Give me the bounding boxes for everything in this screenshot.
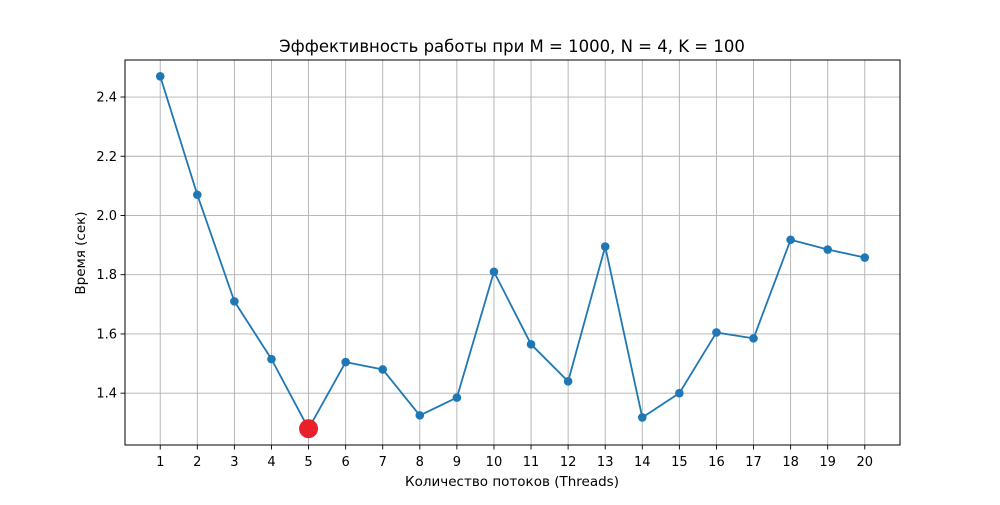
x-tick-label: 11 <box>523 455 540 470</box>
x-tick-label: 16 <box>708 455 725 470</box>
y-tick-label: 2.4 <box>96 91 117 106</box>
y-axis-label: Время (сек) <box>73 211 89 294</box>
chart-title: Эффективность работы при M = 1000, N = 4… <box>279 37 745 56</box>
data-point <box>860 253 870 262</box>
data-point <box>489 267 499 277</box>
data-point <box>675 388 684 398</box>
y-tick-label: 1.6 <box>96 327 117 342</box>
grid <box>125 60 900 445</box>
x-tick-label: 3 <box>230 455 238 470</box>
data-point <box>637 413 647 422</box>
y-tick-label: 2.2 <box>96 150 117 165</box>
data-point <box>749 334 758 343</box>
data-point <box>378 365 388 374</box>
data-point <box>786 235 795 245</box>
y-tick-label: 1.8 <box>96 268 117 283</box>
x-tick-label: 19 <box>819 455 836 470</box>
y-tick-label: 1.4 <box>96 387 117 402</box>
y-tick-label: 2.0 <box>96 209 117 224</box>
x-tick-label: 17 <box>745 455 762 470</box>
highlight-point <box>299 419 319 439</box>
x-tick-label: 5 <box>304 455 312 470</box>
x-tick-label: 7 <box>379 455 387 470</box>
axis-ticks: 1 2 3 4 5 6 7 8 9 10 11 12 13 14 15 16 17 18 19 201.41.61.8… <box>96 91 873 470</box>
x-tick-label: 6 <box>341 455 349 470</box>
data-point <box>452 393 462 402</box>
data-point <box>712 328 721 337</box>
data-point <box>230 297 239 306</box>
data-point <box>155 71 165 81</box>
data-point <box>526 340 536 349</box>
x-tick-label: 10 <box>486 455 503 470</box>
x-tick-label: 20 <box>856 455 873 470</box>
x-tick-label: 15 <box>671 455 688 470</box>
x-axis-label: Количество потоков (Threads) <box>405 474 619 490</box>
data-point <box>341 357 350 367</box>
data-point <box>600 242 610 251</box>
data-point <box>823 245 832 254</box>
data-point <box>415 411 425 420</box>
x-tick-label: 8 <box>416 455 424 470</box>
data-point <box>563 377 573 386</box>
x-tick-label: 12 <box>560 455 577 470</box>
plot-area <box>124 59 901 446</box>
x-tick-label: 1 <box>156 455 164 470</box>
series <box>155 71 870 439</box>
data-point <box>193 190 202 200</box>
series-line <box>159 76 865 430</box>
x-tick-label: 14 <box>634 455 651 470</box>
data-point <box>267 354 276 364</box>
x-tick-label: 4 <box>267 455 275 470</box>
x-tick-label: 13 <box>597 455 614 470</box>
x-tick-label: 18 <box>782 455 799 470</box>
x-tick-label: 2 <box>193 455 201 470</box>
x-tick-label: 9 <box>453 455 461 470</box>
